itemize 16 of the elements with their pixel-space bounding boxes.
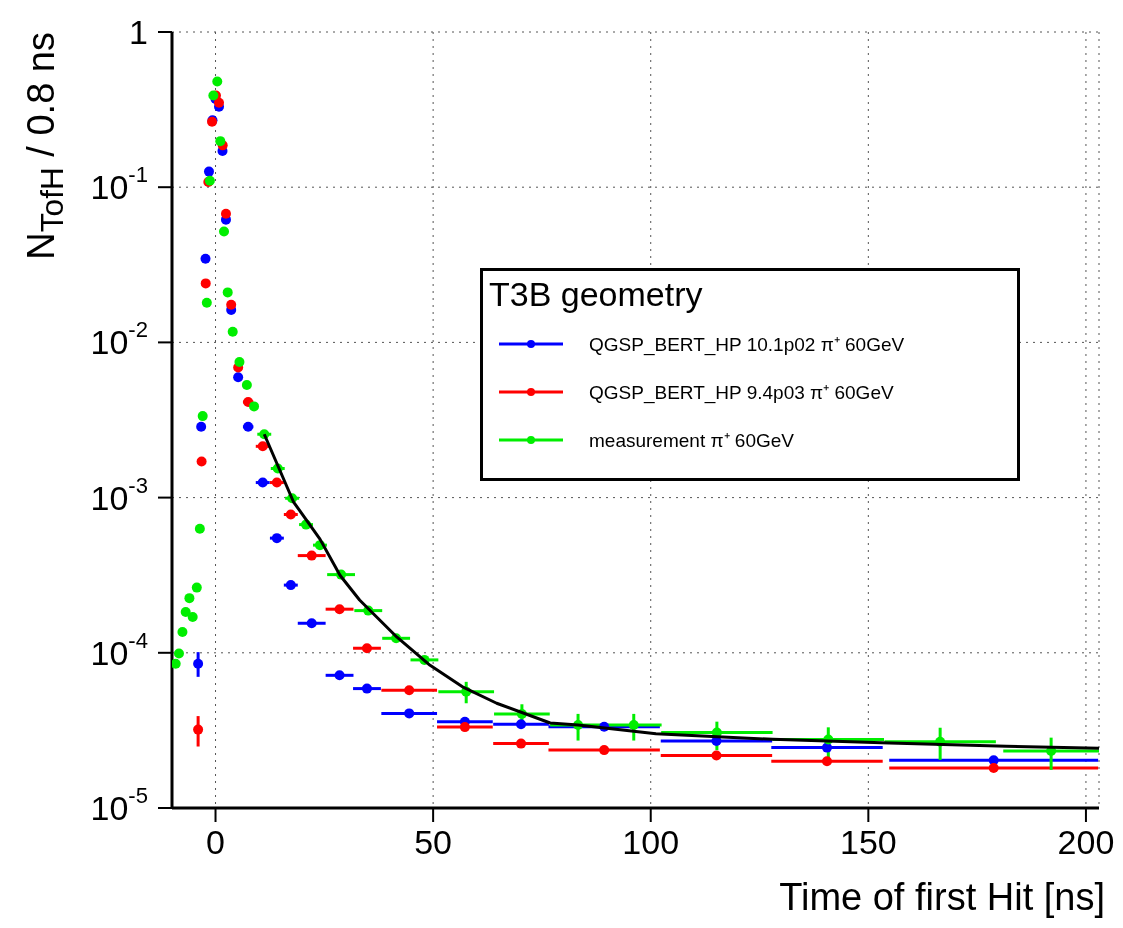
y-tick-label: 1 [129,13,148,51]
y-tick-label: 10$^{-5}$ [90,783,148,827]
x-tick-label: 0 [206,823,225,861]
y-tick-label: 10$^{-2}$ [90,317,148,362]
y-tick-label: 10$^{-4}$ [90,627,148,672]
x-tick-label: 50 [414,823,453,861]
legend-label: measurement π⁺ 60GeV [589,429,794,453]
legend-label: QGSP_BERT_HP 10.1p02 π⁺ 60GeV [589,333,905,357]
legend-label: QGSP_BERT_HP 9.4p03 π⁺ 60GeV [589,381,894,405]
y-tick-label: 10$^{-1}$ [90,162,148,207]
y-tick-label: 10$^{-3}$ [90,472,148,517]
x-axis-title: Time of first Hit [ns] [779,876,1105,919]
x-tick-label: 200 [1057,823,1115,861]
x-tick-label: 150 [839,823,897,861]
x-tick-label: 100 [622,823,680,861]
legend-title: T3B geometry [489,275,704,314]
